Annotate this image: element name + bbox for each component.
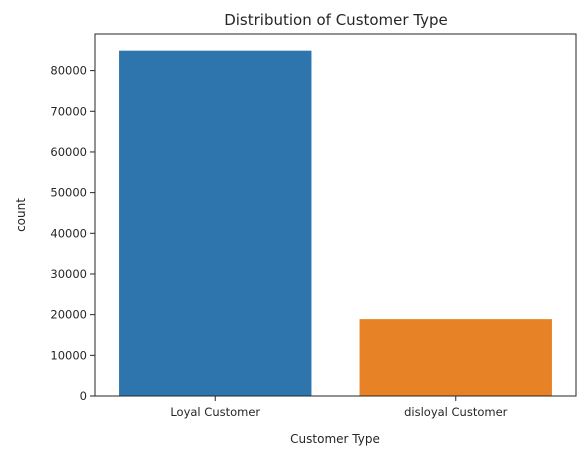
plot-frame: [94, 33, 577, 397]
y-axis-ticks: 0 10000 20000 30000 40000 50000 60000 70000 8000…: [50, 64, 95, 403]
y-tick-label: 80000: [50, 64, 87, 78]
y-tick-label: 50000: [50, 186, 87, 200]
y-tick-label: 30000: [50, 267, 87, 281]
y-tick-label: 70000: [50, 104, 87, 118]
bars: [119, 50, 552, 397]
bar-loyal-customer: [119, 50, 312, 397]
x-tick-label: disloyal Customer: [404, 405, 508, 419]
chart-title: Distribution of Customer Type: [224, 11, 448, 29]
y-tick-label: 10000: [50, 348, 87, 362]
y-tick-label: 60000: [50, 145, 87, 159]
x-axis-label: Customer Type: [290, 432, 380, 446]
y-tick-label: 20000: [50, 308, 87, 322]
x-axis-ticks: Loyal Customer disloyal Customer: [170, 396, 508, 419]
x-tick-label: Loyal Customer: [170, 405, 260, 419]
y-tick-label: 0: [80, 389, 87, 403]
y-tick-label: 40000: [50, 226, 87, 240]
y-axis-label: count: [14, 198, 28, 232]
bar-disloyal-customer: [359, 319, 552, 396]
